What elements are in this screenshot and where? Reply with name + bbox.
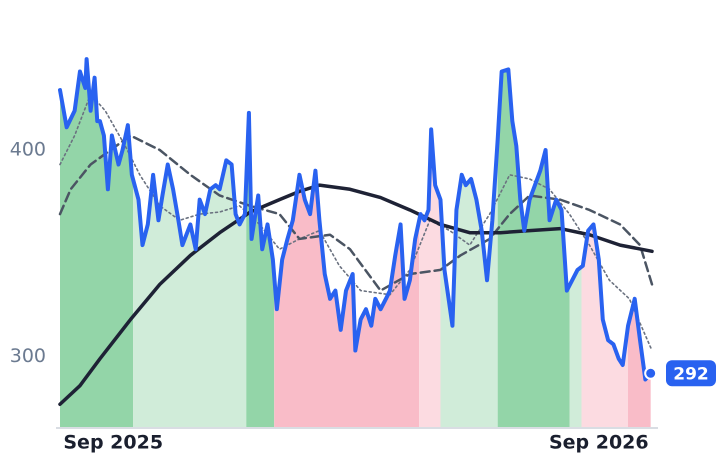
region-fill [419, 129, 441, 427]
region-fill [581, 224, 629, 427]
region-fill [440, 139, 498, 427]
y-tick-label: 300 [10, 345, 46, 367]
value-badge [666, 360, 716, 387]
line-series [58, 57, 653, 382]
region-fill [569, 266, 582, 427]
region-fill [133, 160, 247, 427]
line-series [58, 183, 654, 407]
region-fill [246, 112, 275, 427]
x-tick-label: Sep 2025 [63, 432, 163, 454]
last-point [644, 366, 658, 380]
y-tick-label: 400 [10, 139, 46, 161]
region-fill [628, 298, 651, 427]
x-tick-label: Sep 2026 [549, 432, 649, 454]
value-badge-label: 292 [673, 364, 709, 384]
